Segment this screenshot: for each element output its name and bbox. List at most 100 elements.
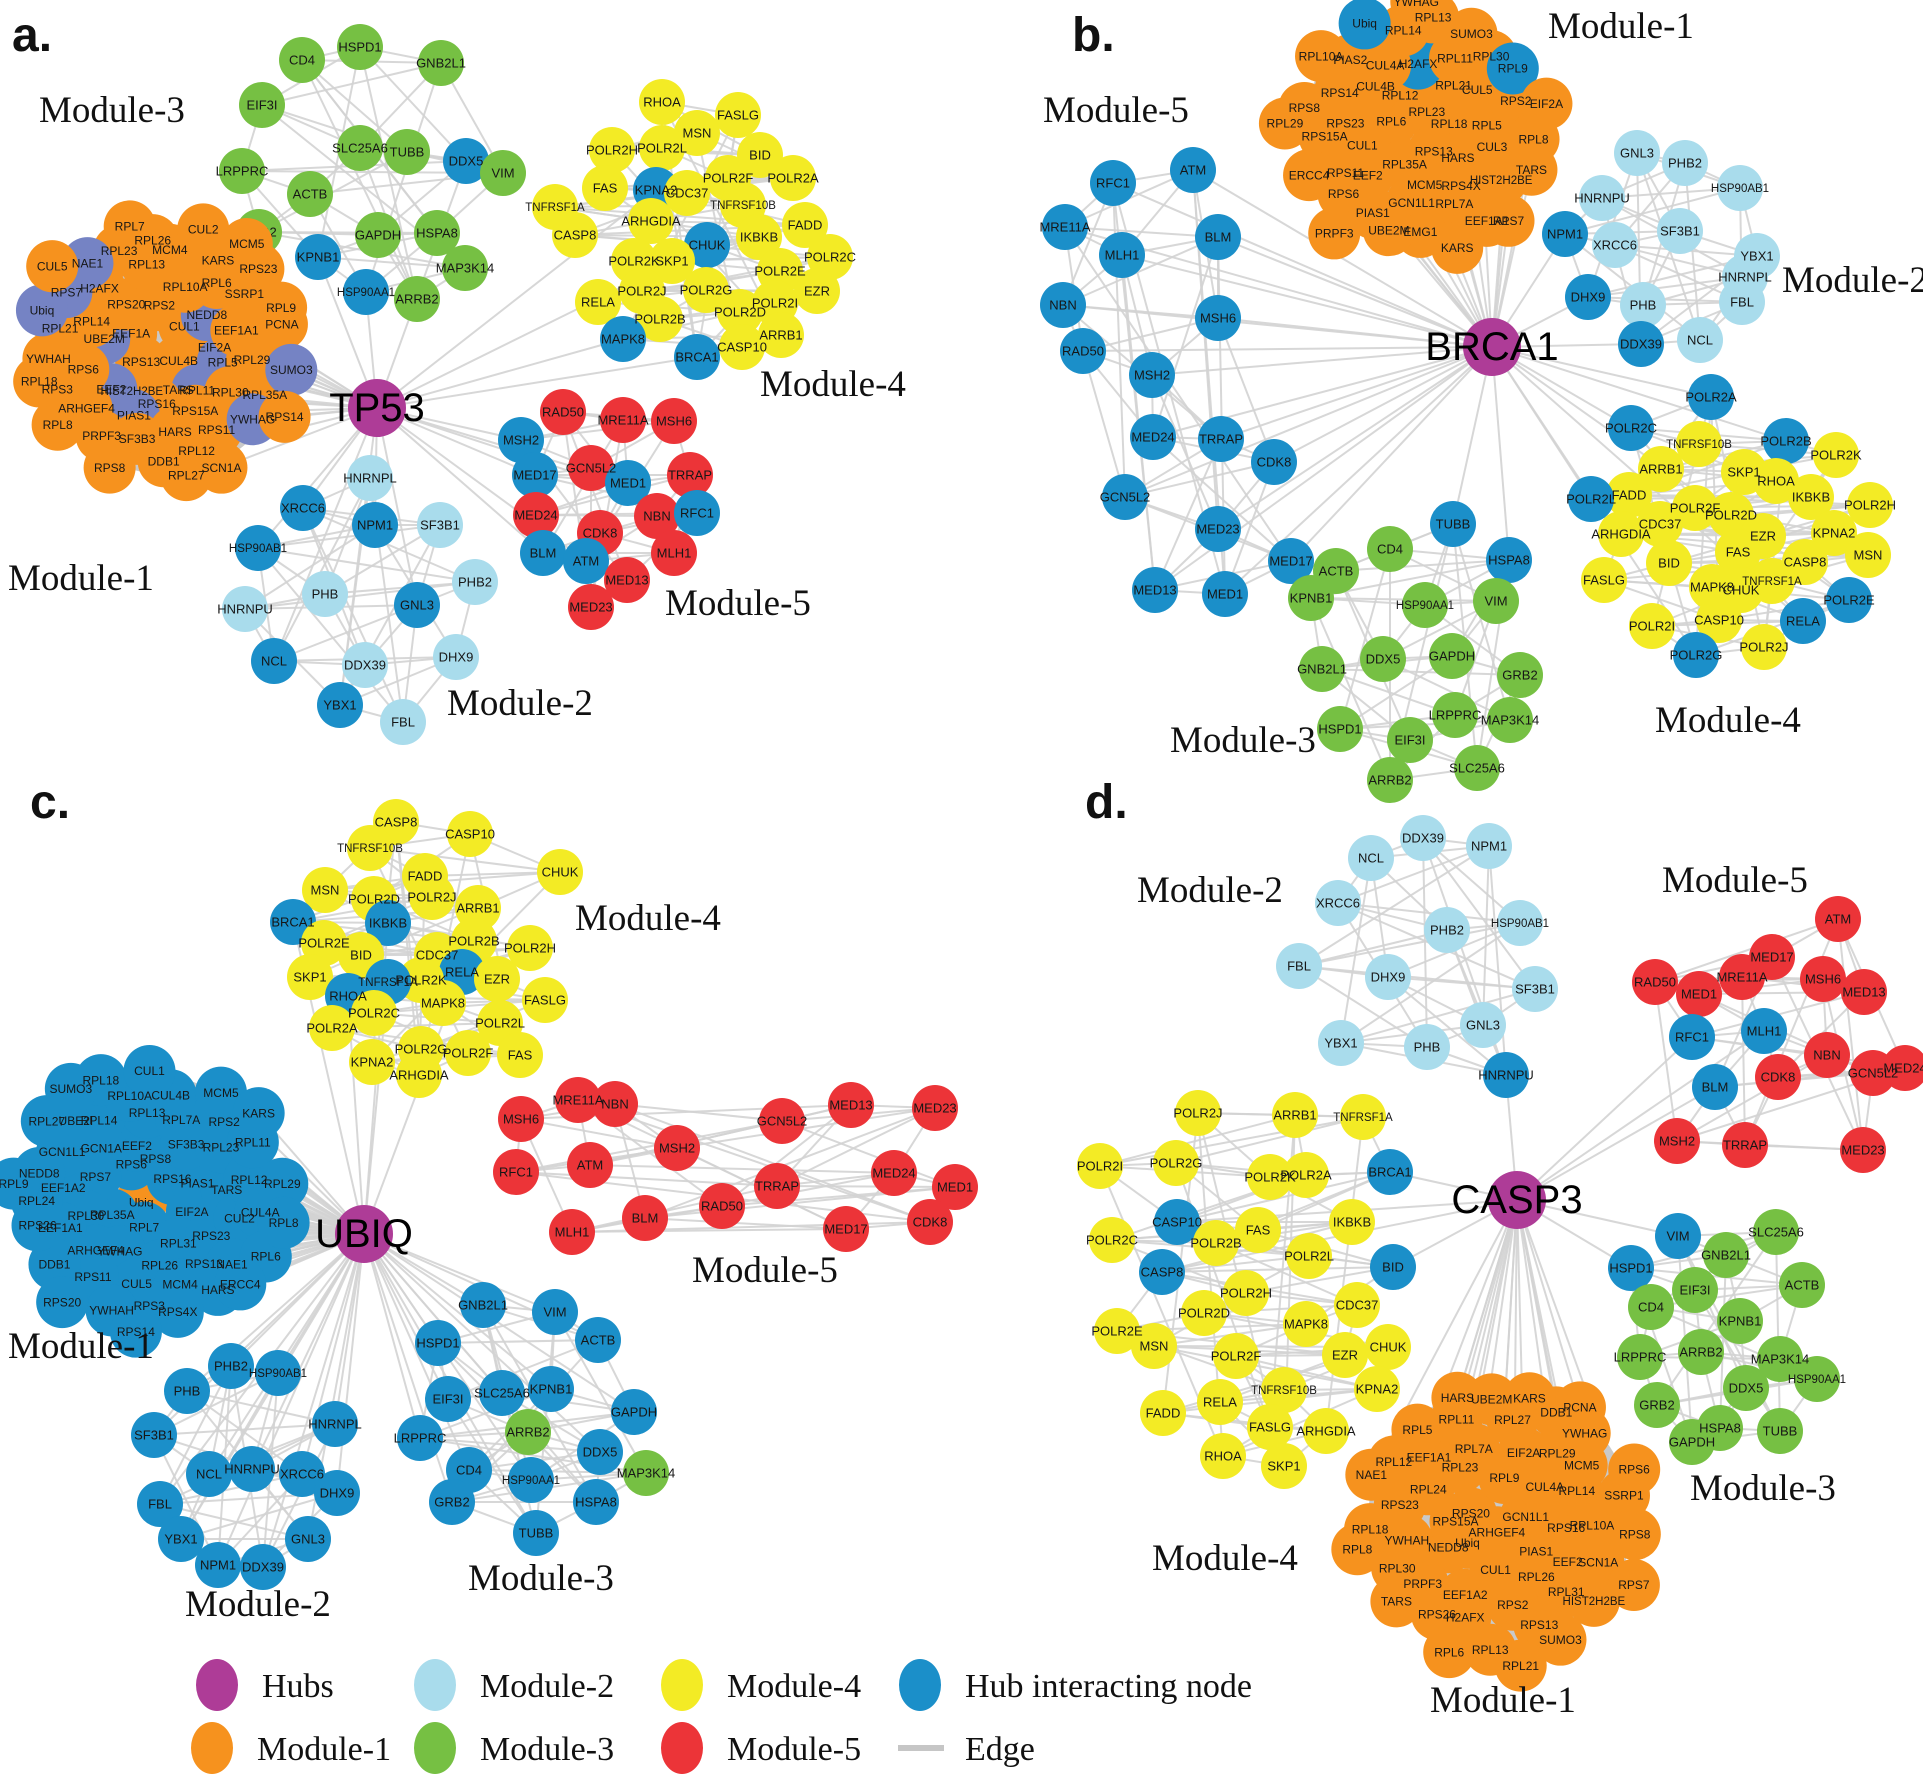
- node-GRB2[interactable]: [429, 1479, 475, 1525]
- node-RELA[interactable]: [1197, 1379, 1243, 1425]
- node-MED17[interactable]: [512, 452, 558, 498]
- node-IKBKB[interactable]: [736, 214, 782, 260]
- node-KARS[interactable]: [1431, 221, 1484, 274]
- node-POLR2A[interactable]: [770, 155, 816, 201]
- node-MSH2[interactable]: [498, 417, 544, 463]
- node-TARS[interactable]: [1505, 143, 1558, 196]
- node-MAP3K14[interactable]: [1487, 697, 1533, 743]
- node-DDX5[interactable]: [577, 1429, 623, 1475]
- node-MAPK8[interactable]: [420, 980, 466, 1026]
- node-NCL[interactable]: [1348, 835, 1394, 881]
- node-MED1[interactable]: [1676, 971, 1722, 1017]
- node-MLH1[interactable]: [1741, 1008, 1787, 1054]
- node-MED13[interactable]: [1841, 969, 1887, 1015]
- node-NBN[interactable]: [1040, 282, 1086, 328]
- node-VIM[interactable]: [1473, 578, 1519, 624]
- node-MRE11A[interactable]: [1719, 954, 1765, 1000]
- node-SF3B1[interactable]: [1512, 966, 1558, 1012]
- node-PHB[interactable]: [302, 571, 348, 617]
- node-HSP90AA1[interactable]: [508, 1457, 554, 1503]
- node-CD4[interactable]: [279, 37, 325, 83]
- node-GRB2[interactable]: [1497, 652, 1543, 698]
- node-MAPK8[interactable]: [600, 316, 646, 362]
- node-POLR2L[interactable]: [1286, 1233, 1332, 1279]
- node-HSPD1[interactable]: [1317, 706, 1363, 752]
- node-RPL18[interactable]: [13, 355, 66, 408]
- node-GCN5L2[interactable]: [759, 1098, 805, 1144]
- node-BLM[interactable]: [1195, 214, 1241, 260]
- node-LRPPRC[interactable]: [397, 1415, 443, 1461]
- node-SF3B1[interactable]: [1657, 208, 1703, 254]
- node-SUMO3[interactable]: [1534, 1613, 1587, 1666]
- node-TRRAP[interactable]: [1722, 1122, 1768, 1168]
- node-PHB2[interactable]: [1662, 140, 1708, 186]
- node-SKP1[interactable]: [287, 954, 333, 1000]
- node-MSN[interactable]: [674, 110, 720, 156]
- node-HSP90AB1[interactable]: [255, 1350, 301, 1396]
- node-CASP10[interactable]: [719, 324, 765, 370]
- node-POLR2G[interactable]: [1673, 632, 1719, 678]
- node-KPNB1[interactable]: [528, 1366, 574, 1412]
- node-BID[interactable]: [1646, 540, 1692, 586]
- node-RFC1[interactable]: [1669, 1014, 1715, 1060]
- node-TNFRSF10B[interactable]: [1676, 421, 1722, 467]
- node-POLR2J[interactable]: [1175, 1090, 1221, 1136]
- node-GNL3[interactable]: [285, 1516, 331, 1562]
- node-SF3B1[interactable]: [131, 1412, 177, 1458]
- node-GRB2[interactable]: [1634, 1382, 1680, 1428]
- node-FASLG[interactable]: [1581, 557, 1627, 603]
- node-NEDD8[interactable]: [1422, 1521, 1475, 1574]
- node-FASLG[interactable]: [1247, 1404, 1293, 1450]
- node-MSH2[interactable]: [1654, 1118, 1700, 1164]
- node-HNRNPU[interactable]: [229, 1446, 275, 1492]
- node-TUBB[interactable]: [384, 129, 430, 175]
- node-Ubiq[interactable]: [15, 284, 68, 337]
- node-POLR2I[interactable]: [1629, 603, 1675, 649]
- node-EIF3I[interactable]: [1387, 717, 1433, 763]
- node-ARHGDIA[interactable]: [396, 1052, 442, 1098]
- node-NCL[interactable]: [251, 638, 297, 684]
- node-POLR2G[interactable]: [683, 267, 729, 313]
- node-GCN5L2[interactable]: [1102, 474, 1148, 520]
- node-NPM1[interactable]: [195, 1542, 241, 1588]
- node-CASP10[interactable]: [447, 811, 493, 857]
- node-HSPD1[interactable]: [337, 24, 383, 70]
- hub-node-TP53[interactable]: [348, 379, 406, 437]
- node-RHOA[interactable]: [1200, 1433, 1246, 1479]
- node-KPNB1[interactable]: [1288, 575, 1334, 621]
- node-ARRB2[interactable]: [394, 276, 440, 322]
- node-MED24[interactable]: [1882, 1045, 1923, 1091]
- node-HSPA8[interactable]: [414, 210, 460, 256]
- node-FBL[interactable]: [380, 699, 426, 745]
- node-IKBKB[interactable]: [1788, 474, 1834, 520]
- node-FAS[interactable]: [497, 1032, 543, 1078]
- node-MED23[interactable]: [1195, 506, 1241, 552]
- node-FAS[interactable]: [582, 165, 628, 211]
- node-ARRB2[interactable]: [1678, 1329, 1724, 1375]
- node-MED1[interactable]: [1202, 571, 1248, 617]
- node-GNL3[interactable]: [394, 582, 440, 628]
- node-MLH1[interactable]: [1099, 232, 1145, 278]
- node-ERCC4[interactable]: [1283, 149, 1336, 202]
- node-RFC1[interactable]: [493, 1149, 539, 1195]
- node-YBX1[interactable]: [158, 1516, 204, 1562]
- node-POLR2K[interactable]: [1247, 1154, 1293, 1200]
- node-SLC25A6[interactable]: [337, 125, 383, 171]
- node-FADD[interactable]: [782, 202, 828, 248]
- node-HARS[interactable]: [1431, 1371, 1484, 1424]
- node-HNRNPU[interactable]: [1579, 175, 1625, 221]
- node-MSH2[interactable]: [1129, 352, 1175, 398]
- node-POLR2B[interactable]: [1763, 418, 1809, 464]
- node-RPL27[interactable]: [160, 449, 213, 502]
- node-POLR2C[interactable]: [1089, 1217, 1135, 1263]
- node-NPM1[interactable]: [1542, 211, 1588, 257]
- node-MED1[interactable]: [605, 460, 651, 506]
- node-ARRB2[interactable]: [1367, 757, 1413, 803]
- node-IKBKB[interactable]: [1329, 1199, 1375, 1245]
- node-POLR2A[interactable]: [309, 1005, 355, 1051]
- node-NAE1[interactable]: [1345, 1448, 1398, 1501]
- node-EZR[interactable]: [794, 268, 840, 314]
- node-POLR2C[interactable]: [1608, 405, 1654, 451]
- node-KPNA2[interactable]: [1354, 1366, 1400, 1412]
- node-RHOA[interactable]: [1753, 458, 1799, 504]
